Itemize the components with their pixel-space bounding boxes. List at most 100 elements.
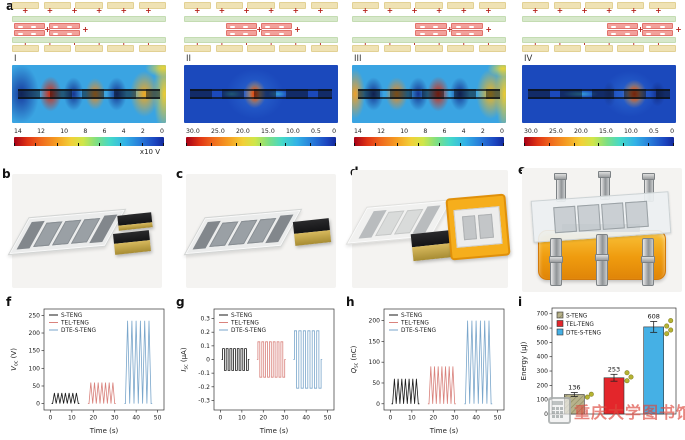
colorbar-tick: 10 <box>400 128 409 135</box>
negative-charge-icon <box>265 32 271 35</box>
svg-text:150: 150 <box>369 338 381 345</box>
watermark-text: 重庆大学图书馆 <box>574 402 685 422</box>
svg-text:500: 500 <box>537 339 549 346</box>
library-watermark: 重庆大学图书馆 <box>548 397 685 424</box>
comb-tooth <box>585 45 613 52</box>
comb-tooth <box>43 45 71 52</box>
plus-charge-icon: + <box>606 6 613 15</box>
dielectric-block <box>225 23 257 29</box>
svg-text:0: 0 <box>219 415 223 422</box>
svg-text:10: 10 <box>408 415 416 422</box>
panel-label-b: b <box>2 167 11 181</box>
series-S-TENG <box>51 392 80 404</box>
negative-charge-icon <box>66 25 72 28</box>
comb-tooth <box>478 45 506 52</box>
dielectric-block <box>641 23 674 29</box>
comb-tooth <box>247 45 275 52</box>
energy-dot <box>584 394 590 400</box>
dielectric-row <box>225 23 294 29</box>
series-DTE-S-TENG <box>464 320 493 405</box>
colorbar-tick: 10 <box>60 128 69 135</box>
slider-dielectric <box>415 23 484 36</box>
colorbar-tick-labels: 14 12 10 8 6 4 2 0 <box>14 128 164 135</box>
plus-charge-icon: + <box>485 25 492 34</box>
colorbar-tick: 0.5 <box>311 128 321 135</box>
plus-charge-icon: + <box>256 25 263 34</box>
svg-text:100: 100 <box>537 397 549 404</box>
negative-charge-icon <box>469 25 475 28</box>
negative-charge-icon <box>419 32 425 35</box>
svg-text:50: 50 <box>372 380 380 387</box>
negative-charge-icon <box>624 25 630 28</box>
comb-tooth <box>352 2 380 9</box>
comb-tooth <box>478 2 506 9</box>
negative-charge-icon <box>624 32 630 35</box>
svg-text:Voc (V): Voc (V) <box>10 348 20 371</box>
comb-tooth <box>585 2 613 9</box>
comb-tooth <box>247 2 275 9</box>
negative-charge-icon <box>53 32 59 35</box>
svg-text:Qsc (nC): Qsc (nC) <box>350 345 360 373</box>
colorbar-tick-labels: 30.0 25.0 20.0 15.0 10.0 0.5 0 <box>524 128 674 135</box>
svg-text:-0.3: -0.3 <box>198 397 210 404</box>
energy-dot <box>624 378 630 384</box>
comb-tooth <box>43 2 71 9</box>
svg-text:Time (s): Time (s) <box>259 427 289 435</box>
dielectric-row <box>13 30 82 36</box>
energy-dot <box>664 323 670 329</box>
nut <box>642 173 655 180</box>
panel-label-g: g <box>176 295 185 309</box>
svg-text:20: 20 <box>259 415 267 422</box>
bottom-green-rail <box>522 37 676 43</box>
dielectric-row <box>606 30 675 36</box>
svg-text:Energy (µJ): Energy (µJ) <box>520 341 528 380</box>
comb-tooth <box>522 2 550 9</box>
svg-text:600: 600 <box>537 325 549 332</box>
negative-charge-icon <box>455 32 461 35</box>
svg-text:0: 0 <box>36 401 40 408</box>
teng-schematic: ++++++++++++++ <box>522 2 682 52</box>
svg-text:200: 200 <box>29 330 41 337</box>
panel-label-f: f <box>6 295 12 309</box>
plus-charge-icon: + <box>218 6 226 15</box>
nut <box>549 256 563 263</box>
svg-text:10: 10 <box>68 415 76 422</box>
comb-tooth <box>138 45 166 52</box>
colorbar-tick: 0 <box>500 128 504 135</box>
comb-tooth <box>415 45 443 52</box>
comb-tooth <box>383 2 411 9</box>
slider-dielectric <box>13 23 82 36</box>
nut <box>595 254 609 261</box>
panel-label-h: h <box>346 295 355 309</box>
negative-charge-icon <box>646 32 652 35</box>
svg-text:30: 30 <box>111 415 119 422</box>
colorbar-tick-labels: 14 12 10 8 6 4 2 0 <box>354 128 504 135</box>
comb-tooth <box>617 45 645 52</box>
nut <box>641 256 655 263</box>
top-green-rail <box>12 16 166 22</box>
svg-text:0.3: 0.3 <box>200 316 210 323</box>
svg-text:50: 50 <box>32 383 40 390</box>
top-green-rail <box>184 16 338 22</box>
slider-block <box>113 230 151 255</box>
nut <box>598 171 611 178</box>
negative-charge-icon <box>455 25 461 28</box>
negative-charge-icon <box>265 25 271 28</box>
plus-charge-icon: + <box>82 25 89 34</box>
bottom-green-rail <box>352 37 506 43</box>
colorbar-tick: 14 <box>354 128 362 135</box>
plus-charge-icon: + <box>637 25 644 34</box>
dielectric-block <box>451 23 484 29</box>
dielectric-block <box>260 30 292 36</box>
bar-value-label: 253 <box>608 365 620 373</box>
plus-charge-icon: + <box>655 6 662 15</box>
plus-charge-icon: + <box>411 6 418 15</box>
svg-text:0: 0 <box>206 357 210 364</box>
subpanel-roman-numeral: II <box>186 54 192 64</box>
device-cross-section <box>190 89 332 99</box>
colorbar-tick: 12 <box>37 128 45 135</box>
device-cross-section <box>18 89 160 99</box>
slider-dielectric <box>606 23 675 36</box>
photo-s-teng-parts <box>7 174 162 288</box>
subpanel-roman-numeral: III <box>354 54 362 64</box>
